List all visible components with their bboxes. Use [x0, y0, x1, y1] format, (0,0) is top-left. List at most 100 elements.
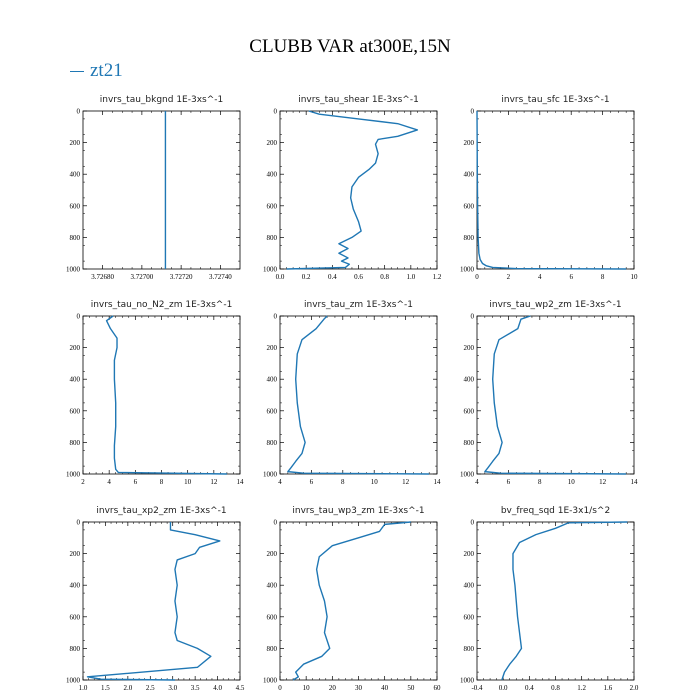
chart-panel-2: invrs_tau_shear 1E-3xs^-1 0.0 0.2 0.4 0.6 0.8… — [263, 95, 442, 281]
x-tick-label: 12 — [210, 478, 218, 486]
plot-frame — [476, 521, 635, 681]
y-tick-label: 1000 — [66, 266, 81, 274]
x-tick-label: 14 — [631, 478, 639, 486]
y-tick-label: 200 — [267, 550, 278, 558]
x-tick-label: 10 — [568, 478, 576, 486]
x-tick-label: 4 — [278, 478, 282, 486]
y-tick-label: 0 — [77, 108, 81, 116]
y-tick-label: 1000 — [460, 677, 475, 685]
x-tick-label: 1.2 — [433, 273, 442, 281]
x-tick-label: 4 — [107, 478, 111, 486]
y-tick-label: 800 — [267, 645, 278, 653]
x-tick-label: 0.8 — [551, 684, 560, 692]
x-tick-label: -0.4 — [471, 684, 483, 692]
y-tick-label: 400 — [267, 582, 278, 590]
x-tick-label: 12 — [402, 478, 410, 486]
x-tick-label: 2.0 — [630, 684, 639, 692]
x-tick-label: 40 — [381, 684, 389, 692]
y-tick-label: 0 — [274, 108, 278, 116]
y-tick-label: 1000 — [263, 471, 278, 479]
y-tick-label: 200 — [267, 139, 278, 147]
y-tick-label: 800 — [70, 645, 81, 653]
panel-title: invrs_tau_shear 1E-3xs^-1 — [298, 95, 419, 105]
y-tick-label: 0 — [471, 108, 475, 116]
x-tick-label: 10 — [631, 273, 639, 281]
y-tick-label: 1000 — [263, 266, 278, 274]
figure-title: CLUBB VAR at300E,15N — [249, 36, 451, 57]
x-tick-label: 4 — [475, 478, 479, 486]
y-tick-label: 200 — [70, 344, 81, 352]
x-tick-label: 60 — [434, 684, 442, 692]
y-tick-label: 200 — [464, 344, 475, 352]
plot-frame — [476, 110, 635, 270]
plot-frame — [279, 521, 438, 681]
y-tick-label: 400 — [464, 582, 475, 590]
chart-panel-1: invrs_tau_bkgnd 1E-3xs^-1 3.72680 3.72700 3… — [66, 95, 241, 281]
series-line — [286, 110, 419, 270]
y-tick-label: 400 — [267, 171, 278, 179]
y-tick-label: 800 — [464, 645, 475, 653]
y-tick-label: 600 — [464, 407, 475, 415]
y-tick-label: 600 — [464, 613, 475, 621]
x-tick-label: 6 — [310, 478, 314, 486]
plot-frame — [82, 521, 241, 681]
series-line — [476, 110, 627, 270]
plot-frame — [82, 315, 241, 475]
y-tick-label: 400 — [70, 582, 81, 590]
x-tick-label: 8 — [601, 273, 605, 281]
series-line — [501, 521, 628, 681]
y-tick-label: 200 — [464, 550, 475, 558]
y-tick-label: 600 — [70, 202, 81, 210]
y-tick-label: 400 — [464, 171, 475, 179]
x-tick-label: 0.0 — [499, 684, 508, 692]
x-tick-label: 4.5 — [236, 684, 245, 692]
y-tick-label: 1000 — [460, 471, 475, 479]
plot-frame — [279, 110, 438, 270]
x-tick-label: 50 — [407, 684, 415, 692]
x-tick-label: 10 — [371, 478, 379, 486]
series-line — [105, 315, 227, 475]
chart-panel-8: invrs_tau_wp3_zm 1E-3xs^-10 10 20 30 40 50 600… — [263, 506, 441, 692]
y-tick-label: 0 — [77, 313, 81, 321]
chart-panel-3: invrs_tau_sfc 1E-3xs^-1 0 2 4 6 8 10 0 200 400 600… — [460, 95, 638, 281]
x-tick-label: 3.72720 — [170, 273, 193, 281]
panel-title: invrs_tau_zm 1E-3xs^-1 — [304, 300, 413, 310]
x-tick-label: 0.8 — [380, 273, 389, 281]
y-tick-label: 0 — [274, 519, 278, 527]
series-line — [292, 521, 411, 681]
legend-label: zt21 — [90, 60, 123, 81]
y-tick-label: 0 — [471, 313, 475, 321]
panel-title: invrs_tau_xp2_zm 1E-3xs^-1 — [96, 506, 226, 516]
y-tick-label: 600 — [70, 407, 81, 415]
chart-panel-6: invrs_tau_wp2_zm 1E-3xs^-1 4 6 8 10 12 14 0 200 4… — [460, 300, 638, 486]
chart-panel-5: invrs_tau_zm 1E-3xs^-1 4 6 8 10 12 14 0 200 400 60… — [263, 300, 441, 486]
x-tick-label: 30 — [355, 684, 363, 692]
x-tick-label: 8 — [341, 478, 345, 486]
y-tick-label: 600 — [464, 202, 475, 210]
x-tick-label: 10 — [303, 684, 311, 692]
x-tick-label: 2 — [81, 478, 85, 486]
y-tick-label: 200 — [70, 550, 81, 558]
y-tick-label: 800 — [267, 439, 278, 447]
y-tick-label: 1000 — [66, 677, 81, 685]
x-tick-label: 14 — [237, 478, 245, 486]
y-tick-label: 200 — [464, 139, 475, 147]
x-tick-label: 0.4 — [328, 273, 337, 281]
x-tick-label: 1.0 — [406, 273, 415, 281]
x-tick-label: 12 — [599, 478, 607, 486]
x-tick-label: 1.0 — [79, 684, 88, 692]
legend: zt21 — [70, 60, 123, 82]
x-tick-label: 0.4 — [525, 684, 534, 692]
y-tick-label: 600 — [267, 202, 278, 210]
x-tick-label: 3.72680 — [91, 273, 114, 281]
y-tick-label: 0 — [77, 519, 81, 527]
y-tick-label: 200 — [267, 344, 278, 352]
y-tick-label: 0 — [471, 519, 475, 527]
x-tick-label: 3.5 — [191, 684, 200, 692]
y-tick-label: 600 — [70, 613, 81, 621]
series-line — [287, 315, 430, 475]
x-tick-label: 0.6 — [354, 273, 363, 281]
y-tick-label: 400 — [70, 376, 81, 384]
x-tick-label: 1.6 — [603, 684, 612, 692]
